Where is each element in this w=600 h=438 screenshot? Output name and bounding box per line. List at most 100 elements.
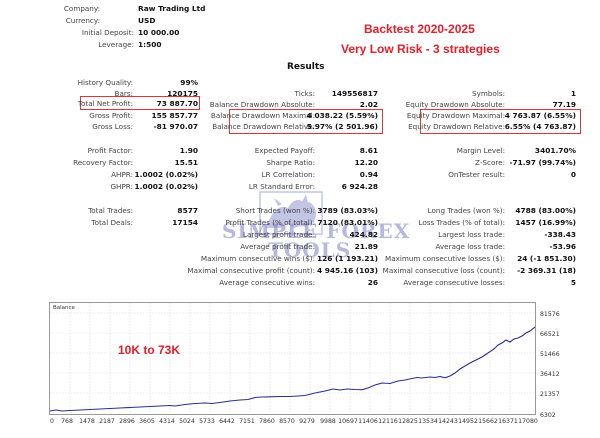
max-consecutive-wins-label: Maximum consecutive wins ($): bbox=[200, 254, 315, 263]
y-tick: 81576 bbox=[540, 311, 560, 318]
x-tick: 9279 bbox=[299, 418, 315, 425]
maximal-consecutive-profit-value: 4 945.16 (103) bbox=[317, 266, 378, 275]
x-tick: 4314 bbox=[159, 418, 175, 425]
ontester-result-value: 0 bbox=[570, 170, 576, 179]
x-tick: 0 bbox=[50, 418, 54, 425]
x-tick: 7860 bbox=[259, 418, 275, 425]
y-tick: 6302 bbox=[540, 412, 556, 419]
y-tick: 36412 bbox=[540, 371, 560, 378]
bull-bear-logo-icon bbox=[259, 191, 323, 235]
x-tick: 16371 bbox=[498, 418, 518, 425]
equity-drawdown-highlight-box bbox=[420, 109, 581, 134]
watermark-line-2: TOOLS bbox=[268, 238, 352, 262]
gross-profit-value: 155 857.77 bbox=[151, 111, 198, 120]
ghpr-label: GHPR: bbox=[110, 182, 133, 191]
x-tick: 2896 bbox=[119, 418, 135, 425]
loss-trades-value: 1457 (16.99%) bbox=[515, 218, 576, 227]
sharpe-ratio-label: Sharpe Ratio: bbox=[266, 158, 315, 167]
y-tick: 66521 bbox=[540, 331, 560, 338]
total-trades-value: 8577 bbox=[177, 206, 198, 215]
z-score-label: Z-Score: bbox=[475, 158, 505, 167]
long-trades-label: Long Trades (won %): bbox=[427, 206, 505, 215]
currency-label: Currency: bbox=[65, 16, 100, 25]
x-tick: 5024 bbox=[179, 418, 195, 425]
gross-profit-label: Gross Profit: bbox=[89, 111, 133, 120]
largest-loss-trade-value: -338.43 bbox=[544, 230, 576, 239]
equity-dd-maximal-label: Equity Drawdown Maximal: bbox=[406, 111, 505, 120]
initial-deposit-value: 10 000.00 bbox=[138, 28, 180, 37]
long-trades-value: 4788 (83.00%) bbox=[515, 206, 576, 215]
equity-dd-relative-value: 6.55% (4 763.87) bbox=[504, 122, 576, 131]
x-tick: 17080 bbox=[518, 418, 538, 425]
margin-level-label: Margin Level: bbox=[456, 146, 505, 155]
ahpr-label: AHPR: bbox=[111, 170, 133, 179]
history-quality-label: History Quality: bbox=[77, 78, 133, 87]
largest-profit-trade-label: Largest profit trade: bbox=[242, 230, 315, 239]
symbols-value: 1 bbox=[570, 89, 576, 98]
lr-correlation-value: 0.94 bbox=[359, 170, 378, 179]
currency-value: USD bbox=[138, 16, 156, 25]
average-profit-trade-label: Average profit trade: bbox=[240, 242, 315, 251]
x-tick: 9988 bbox=[320, 418, 336, 425]
largest-profit-trade-value: 424.82 bbox=[349, 230, 378, 239]
x-tick: 3605 bbox=[139, 418, 155, 425]
balance-dd-maximal-value: 4 038.22 (5.59%) bbox=[306, 111, 378, 120]
backtest-title: Backtest 2020-2025 bbox=[364, 22, 475, 36]
chart-caption: 10K to 73K bbox=[118, 343, 181, 357]
symbols-label: Symbols: bbox=[472, 89, 505, 98]
x-tick: 15662 bbox=[478, 418, 498, 425]
profit-factor-value: 1.90 bbox=[179, 146, 198, 155]
expected-payoff-value: 8.61 bbox=[359, 146, 378, 155]
bars-value: 120175 bbox=[167, 89, 198, 98]
balance-dd-absolute-label: Balance Drawdown Absolute: bbox=[209, 100, 315, 109]
x-tick: 14952 bbox=[458, 418, 478, 425]
risk-subtitle: Very Low Risk - 3 strategies bbox=[341, 42, 500, 56]
gross-loss-value: -81 970.07 bbox=[153, 122, 198, 131]
equity-dd-absolute-value: 77.19 bbox=[552, 100, 576, 109]
lr-standard-error-label: LR Standard Error: bbox=[248, 182, 315, 191]
lr-correlation-label: LR Correlation: bbox=[261, 170, 315, 179]
x-tick: 11406 bbox=[358, 418, 378, 425]
x-tick: 1478 bbox=[79, 418, 95, 425]
results-heading: Results bbox=[287, 62, 325, 72]
gross-loss-label: Gross Loss: bbox=[92, 122, 133, 131]
loss-trades-label: Loss Trades (% of total): bbox=[418, 218, 505, 227]
total-net-profit-value: 73 887.70 bbox=[156, 99, 198, 108]
average-consecutive-wins-label: Average consecutive wins: bbox=[219, 278, 315, 287]
max-consecutive-losses-label: Maximum consecutive losses ($): bbox=[385, 254, 505, 263]
average-loss-trade-label: Average loss trade: bbox=[435, 242, 505, 251]
company-value: Raw Trading Ltd bbox=[138, 4, 206, 13]
max-consecutive-losses-value: 24 (-1 851.30) bbox=[517, 254, 576, 263]
bars-label: Bars: bbox=[114, 89, 133, 98]
average-consecutive-losses-label: Average consecutive losses: bbox=[403, 278, 505, 287]
x-tick: 8570 bbox=[279, 418, 295, 425]
lr-standard-error-value: 6 924.28 bbox=[341, 182, 378, 191]
balance-dd-relative-label: Balance Drawdown Relative: bbox=[212, 122, 315, 131]
x-tick: 2187 bbox=[99, 418, 115, 425]
y-tick: 51466 bbox=[540, 351, 560, 358]
chart-plot-area: Balance 10K to 73K bbox=[49, 302, 536, 415]
leverage-value: 1:500 bbox=[138, 40, 162, 49]
x-tick: 10697 bbox=[338, 418, 358, 425]
profit-trades-value: 7120 (83.01%) bbox=[317, 218, 378, 227]
x-tick: 768 bbox=[61, 418, 73, 425]
short-trades-value: 3789 (83.03%) bbox=[317, 206, 378, 215]
leverage-label: Leverage: bbox=[98, 40, 134, 49]
maximal-consecutive-loss-value: -2 369.31 (18) bbox=[517, 266, 576, 275]
chart-grid bbox=[50, 303, 535, 414]
balance-line bbox=[50, 326, 535, 412]
x-tick: 6442 bbox=[219, 418, 235, 425]
maximal-consecutive-profit-label: Maximal consecutive profit (count): bbox=[187, 266, 315, 275]
x-tick: 5733 bbox=[199, 418, 215, 425]
y-tick: 21357 bbox=[540, 391, 560, 398]
profit-factor-label: Profit Factor: bbox=[87, 146, 133, 155]
ontester-result-label: OnTester result: bbox=[448, 170, 505, 179]
average-profit-trade-value: 21.89 bbox=[354, 242, 378, 251]
chart-title: Balance bbox=[53, 305, 75, 311]
history-quality-value: 99% bbox=[180, 78, 198, 87]
x-tick: 13534 bbox=[418, 418, 438, 425]
average-loss-trade-value: -53.96 bbox=[549, 242, 576, 251]
ticks-value: 149556817 bbox=[331, 89, 378, 98]
profit-trades-label: Profit Trades (% of total): bbox=[225, 218, 315, 227]
expected-payoff-label: Expected Payoff: bbox=[254, 146, 315, 155]
